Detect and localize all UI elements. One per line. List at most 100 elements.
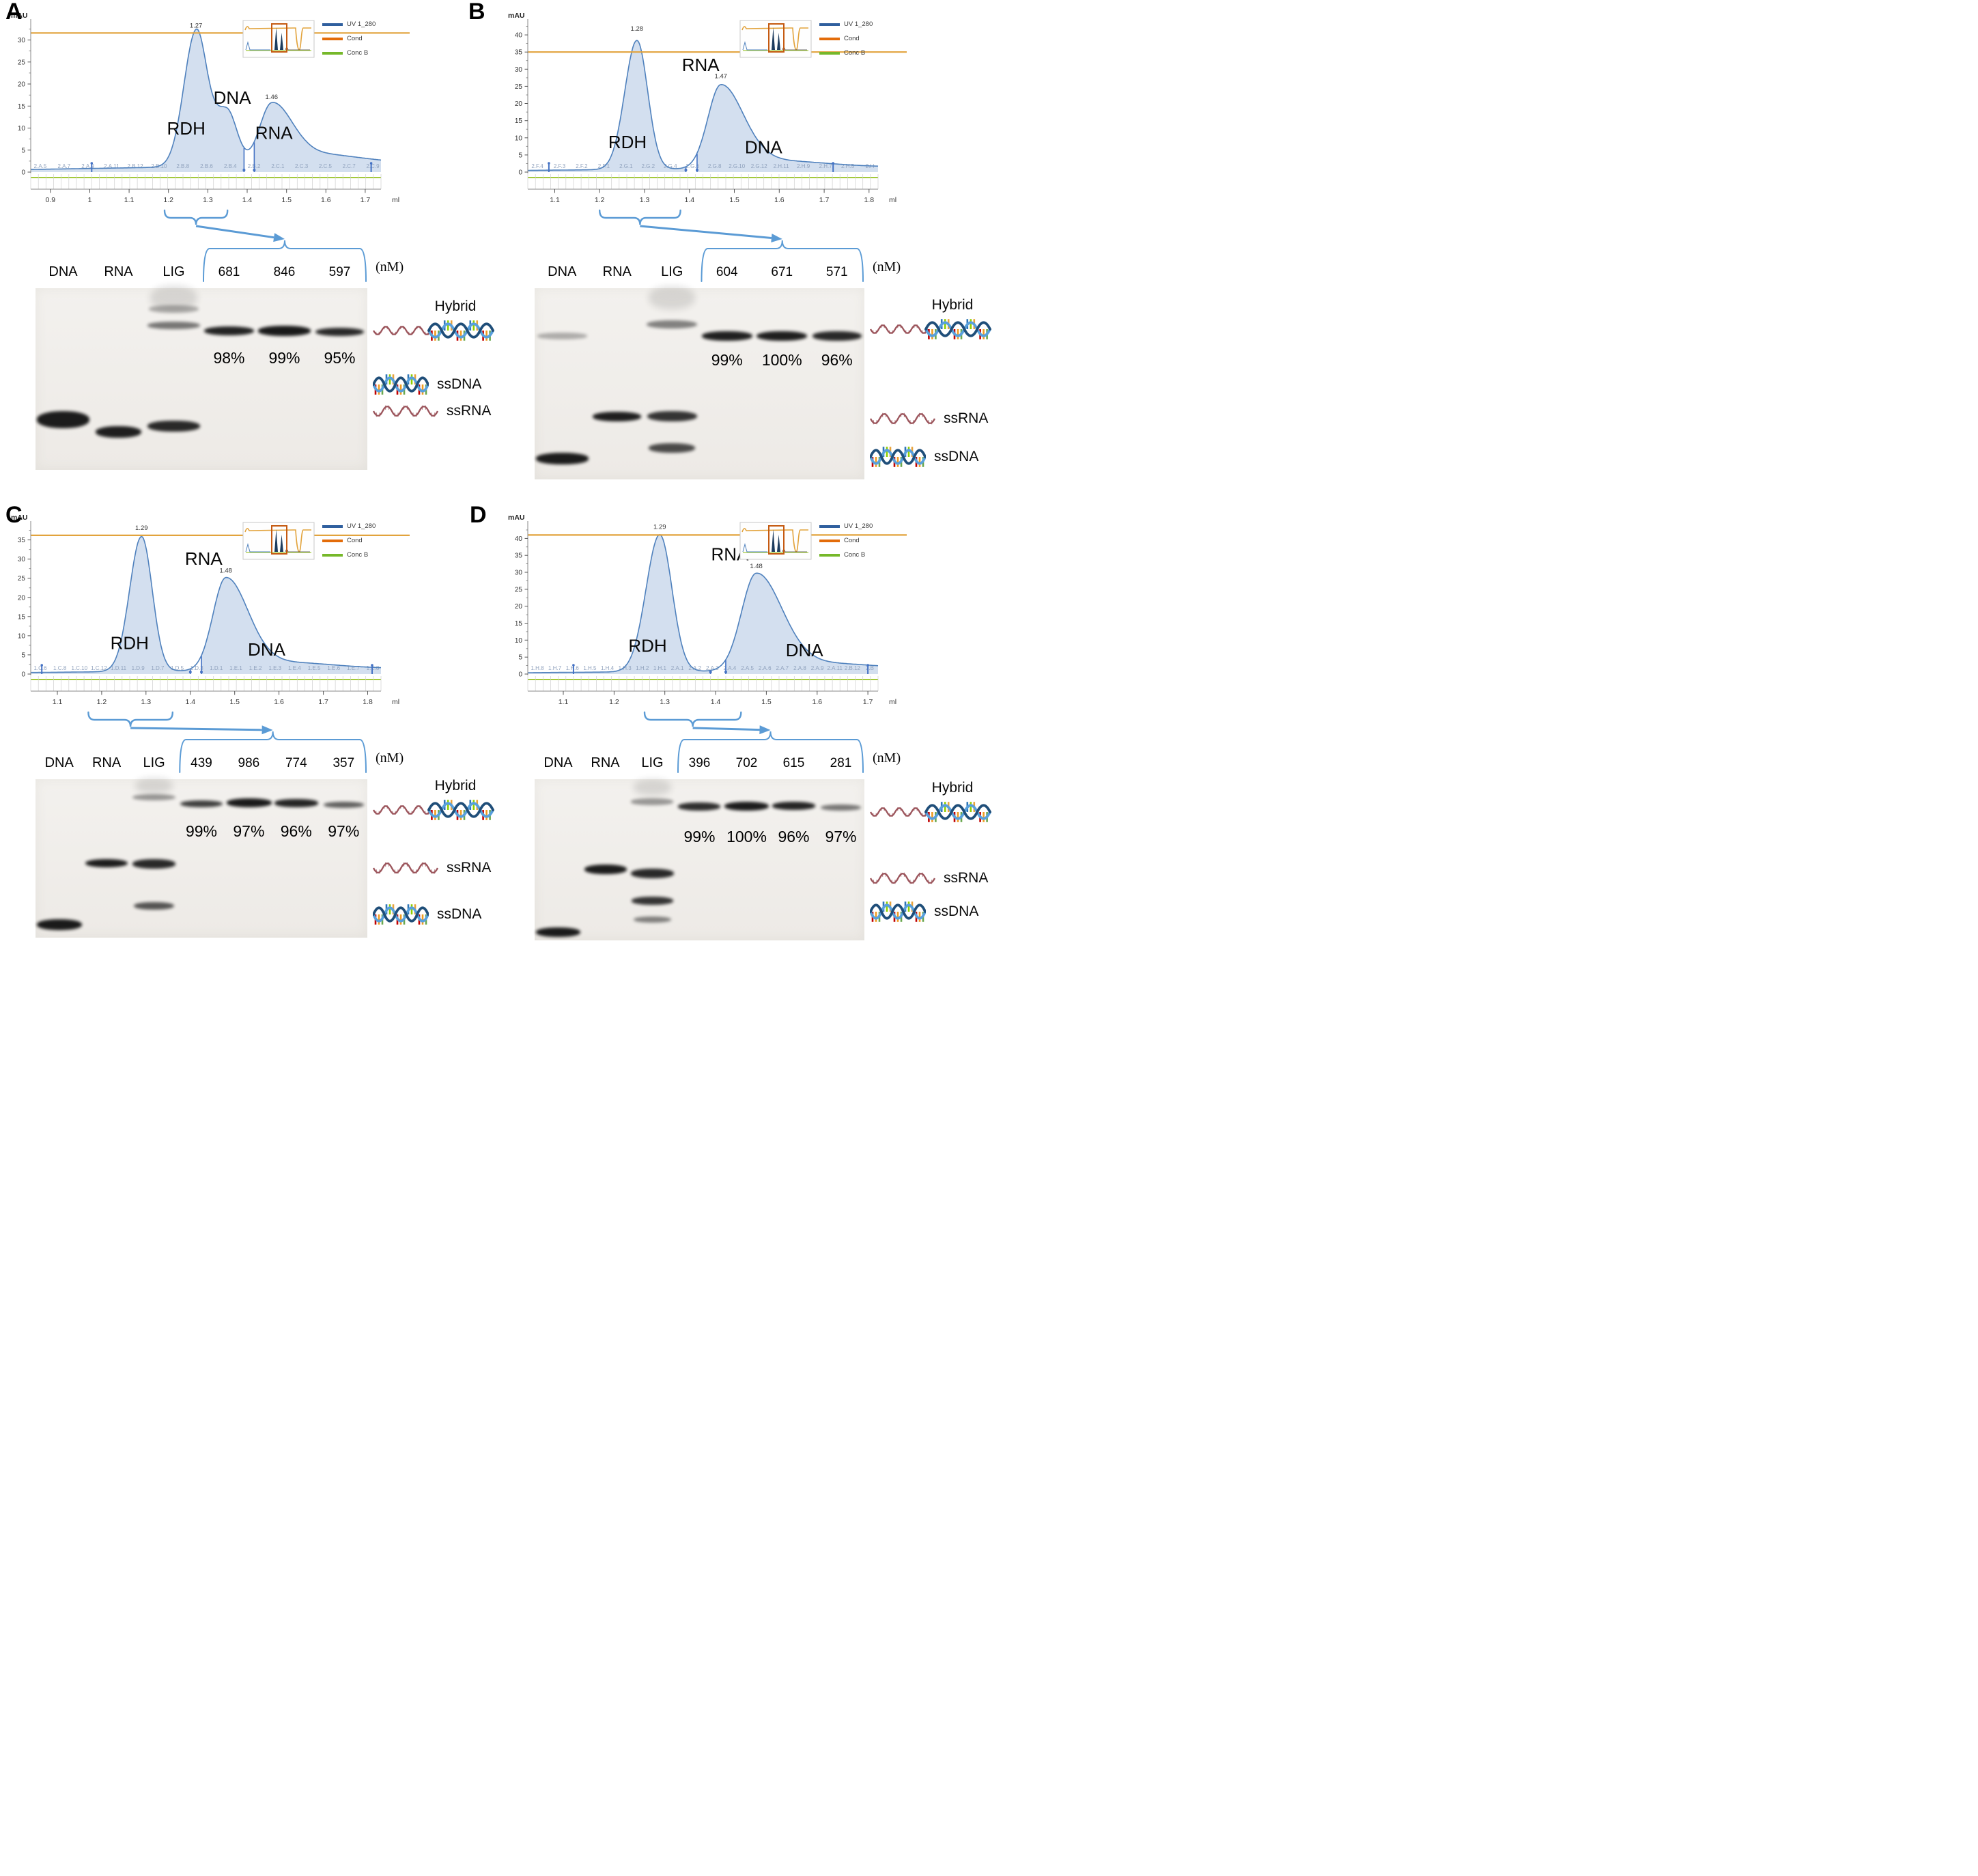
gel-band (772, 802, 816, 810)
fraction-label: 2.H.9 (797, 163, 810, 169)
svg-text:40: 40 (515, 535, 523, 543)
percentage-label: 99% (185, 822, 218, 840)
fraction-label: 2.A.9 (811, 665, 824, 671)
fraction-label: 2.A.5 (741, 665, 754, 671)
fraction-label: 1.H.7 (548, 665, 562, 671)
fraction-label: 1.C.12 (91, 665, 107, 671)
uv-curve-fill (528, 40, 878, 173)
gel-band (134, 901, 175, 910)
fraction-label: 2.A.5 (34, 163, 47, 169)
legend-item-concb: Conc B (819, 551, 873, 559)
svg-text:20: 20 (515, 603, 523, 611)
fraction-label: 2.H.11 (774, 163, 790, 169)
svg-text:DNA: DNA (248, 639, 286, 660)
gel-band (701, 331, 752, 341)
gel-band (649, 286, 696, 309)
panel-c: C 1.C.6 1.C.8 1.C.10 1.C.12 1.D.11 1.D.9 1.D.7… (0, 502, 497, 942)
fraction-label: 1.E.6 (327, 665, 340, 671)
legend-item-uv: UV 1_280 (322, 20, 376, 28)
molecule-label: Hybrid (434, 298, 477, 314)
fraction-label: 2.A.4 (724, 665, 737, 671)
chromatogram: 1.H.8 1.H.7 1.H.6 1.H.5 1.H.4 1.H.3 1.H.2 1.H.1… (508, 514, 907, 727)
svg-text:RNA: RNA (255, 123, 294, 143)
peak-annotation: RNA (185, 548, 223, 569)
gel-band (226, 798, 272, 808)
svg-text:ml: ml (392, 698, 399, 706)
gel: 99% 97% 96% 97% DNA RNA LIG 439 986 774 357 (nM) Hyb… (0, 502, 497, 942)
cond-line-swatch (322, 37, 343, 40)
svg-text:20: 20 (18, 594, 26, 602)
fraction-label: 1.H.3 (619, 665, 632, 671)
gel-band (537, 333, 587, 339)
chart-legend: UV 1_280 Cond Conc B (819, 20, 873, 64)
svg-text:0.9: 0.9 (45, 196, 55, 204)
svg-text:1.2: 1.2 (595, 196, 605, 204)
gel-band (150, 285, 197, 311)
gel-band (633, 779, 672, 796)
svg-text:RDH: RDH (608, 132, 647, 152)
svg-text:15: 15 (515, 117, 523, 125)
gel-band (36, 919, 82, 931)
svg-text:35: 35 (515, 49, 523, 57)
svg-text:15: 15 (515, 620, 523, 628)
molecule-label: ssRNA (944, 870, 989, 886)
concb-line-swatch (322, 51, 343, 55)
fraction-label: 2.F.4 (531, 163, 543, 169)
peak-retention-label: 1.47 (715, 72, 728, 80)
concb-line-swatch (819, 51, 840, 55)
fraction-label: 1.H.2 (636, 665, 649, 671)
concb-line-swatch (322, 553, 343, 557)
svg-text:5: 5 (518, 654, 522, 662)
svg-text:1.1: 1.1 (550, 196, 560, 204)
fraction-label: 2.B.12 (845, 665, 861, 671)
gel-band (757, 331, 808, 341)
gel-band (647, 320, 698, 329)
svg-text:1.3: 1.3 (640, 196, 650, 204)
svg-text:30: 30 (18, 556, 26, 563)
svg-text:1.4: 1.4 (684, 196, 694, 204)
gel-image: 99% 97% 96% 97% (36, 777, 367, 938)
hybrid-icon (373, 320, 494, 341)
svg-text:DNA: DNA (786, 640, 824, 660)
chromatogram: 2.A.5 2.A.7 2.A.9 2.A.11 2.B.12 2.B.10 2.B.8 2.… (11, 12, 410, 225)
fraction-label: 1.D.5 (171, 665, 184, 671)
lane-label: DNA (543, 755, 573, 770)
fraction-label: 2.A.8 (793, 665, 806, 671)
gel-band (649, 443, 696, 453)
svg-text:RNA: RNA (682, 55, 720, 75)
fraction-label: 1.H.1 (653, 665, 667, 671)
svg-text:1.7: 1.7 (318, 698, 328, 706)
molecule-label: Hybrid (931, 780, 974, 796)
fraction-label: 2.A.11 (827, 665, 843, 671)
svg-text:1.5: 1.5 (281, 196, 292, 204)
percentage-label: 96% (821, 351, 853, 369)
lane-label: RNA (104, 264, 133, 279)
percentage-label: 96% (280, 822, 312, 840)
fraction-label: 2.B.4 (224, 163, 237, 169)
percentage-label: 96% (778, 827, 810, 845)
uv-line-swatch (322, 524, 343, 528)
peak-retention-label: 1.48 (219, 567, 232, 574)
lane-label: RNA (91, 755, 122, 770)
svg-text:15: 15 (18, 613, 26, 621)
legend-item-uv: UV 1_280 (322, 522, 376, 530)
svg-text:1.8: 1.8 (864, 196, 874, 204)
percentage-label: 97% (328, 822, 360, 840)
peak-annotation: RDH (608, 132, 647, 152)
svg-text:1.5: 1.5 (729, 196, 739, 204)
molecule-label: ssRNA (447, 860, 492, 876)
svg-text:25: 25 (515, 83, 523, 91)
fraction-label: 1.H.8 (531, 665, 544, 671)
fraction-label: 2.A.11 (104, 163, 119, 169)
fraction-label: 2.G.4 (664, 163, 677, 169)
lane-label: LIG (143, 755, 165, 770)
ssrna-icon (373, 862, 438, 874)
gel-band (821, 804, 861, 811)
fraction-label: 2.G.8 (708, 163, 722, 169)
lane-label: LIG (641, 755, 664, 770)
svg-text:5: 5 (21, 652, 25, 659)
svg-text:1.3: 1.3 (660, 698, 670, 706)
svg-text:1.4: 1.4 (711, 698, 721, 706)
gel-band (180, 800, 223, 808)
gel-band (584, 865, 627, 875)
